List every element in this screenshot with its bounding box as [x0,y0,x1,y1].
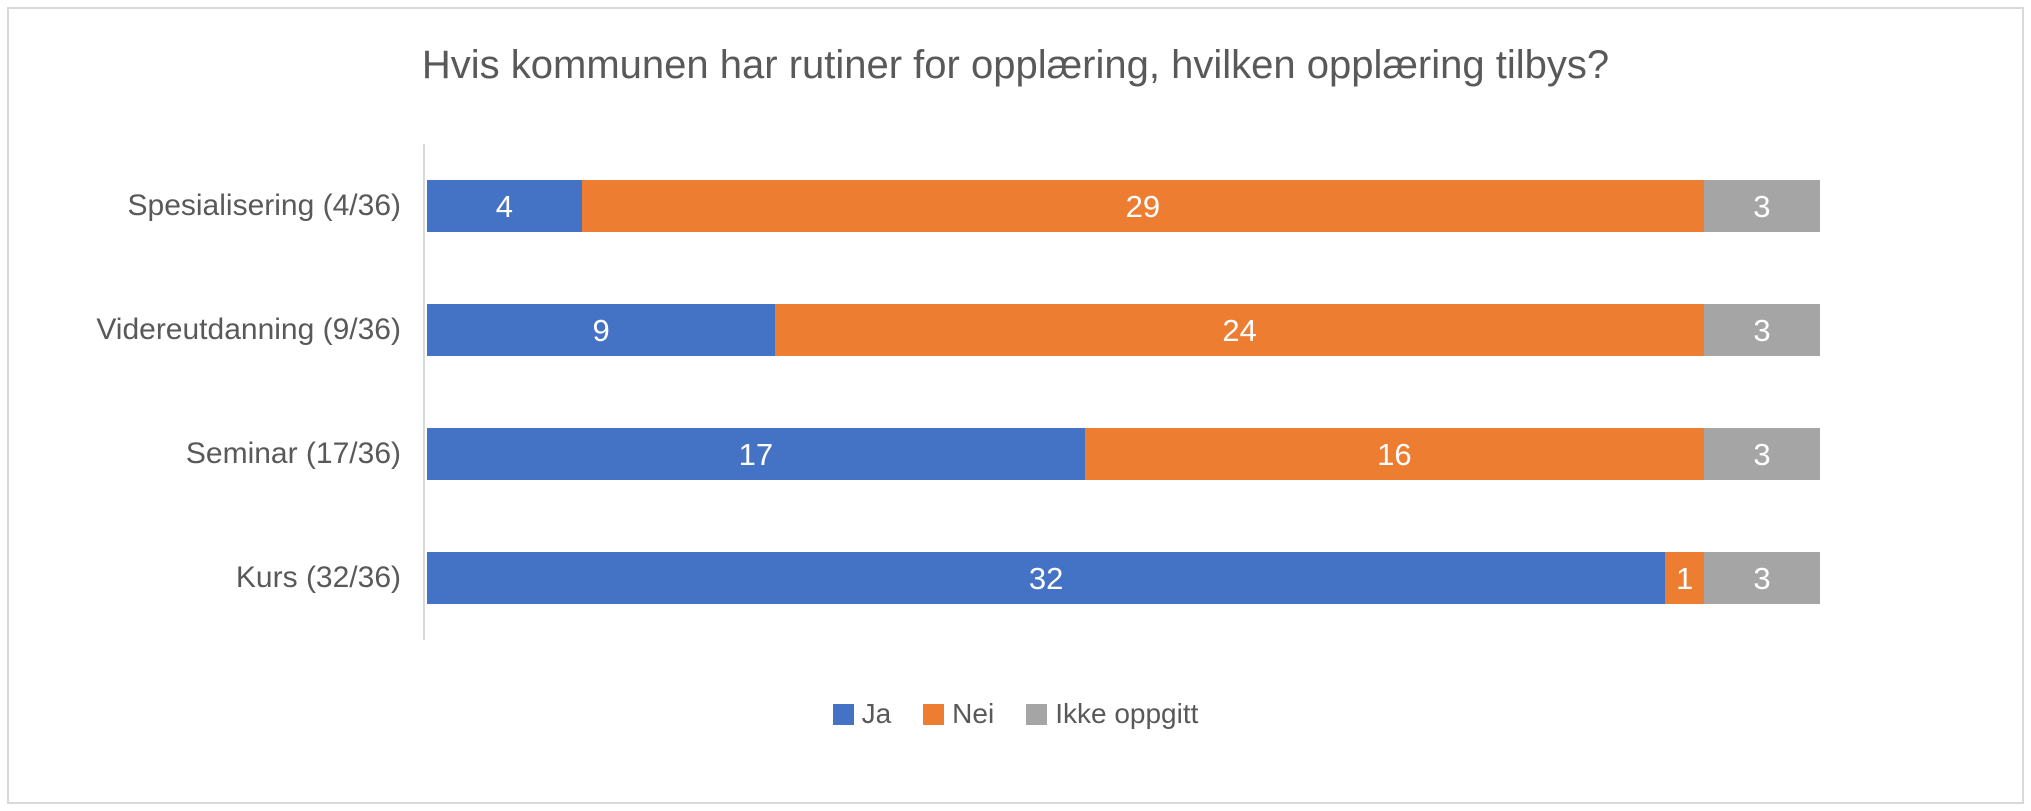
category-label: Videreutdanning (9/36) [96,313,401,346]
bar-segment-ja: 4 [427,180,582,232]
data-label: 3 [1753,560,1771,596]
y-axis-line [423,144,425,640]
bar-segment-ikke-oppgitt: 3 [1703,304,1820,356]
chart-row: Kurs (32/36) 32 1 3 [9,516,2022,640]
data-label: 9 [592,312,610,348]
data-label: 3 [1753,436,1771,472]
legend-label: Ikke oppgitt [1055,698,1199,729]
bar-segment-ikke-oppgitt: 3 [1703,180,1820,232]
bar-segment-ja: 32 [427,552,1666,604]
bar-track: 9 24 3 [427,304,1820,356]
plot-area: Spesialisering (4/36) 4 29 3 Videreutdanning… [9,144,2022,640]
chart-title: Hvis kommunen har rutiner for opplæring,… [421,43,1610,87]
bar-segment-ikke-oppgitt: 3 [1703,428,1820,480]
data-label: 3 [1753,188,1771,224]
legend-swatch-ikke-oppgitt [1026,703,1048,725]
category-label: Kurs (32/36) [235,561,401,594]
legend: Ja Nei Ikke oppgitt [9,698,2022,730]
bar-segment-nei: 1 [1665,552,1704,604]
bar-segment-ja: 17 [427,428,1085,480]
bar-track: 17 16 3 [427,428,1820,480]
bar-segment-nei: 24 [775,304,1704,356]
legend-label: Nei [952,698,995,729]
bar-track: 4 29 3 [427,180,1820,232]
data-label: 32 [1028,560,1064,596]
legend-swatch-nei [923,703,945,725]
bar-stack: 4 29 3 [427,180,1820,232]
bar-segment-ikke-oppgitt: 3 [1703,552,1820,604]
data-label: 3 [1753,312,1771,348]
bar-stack: 9 24 3 [427,304,1820,356]
bar-stack: 17 16 3 [427,428,1820,480]
legend-item-ikke-oppgitt: Ikke oppgitt [1026,698,1198,730]
chart-container: Hvis kommunen har rutiner for opplæring,… [7,7,2024,804]
legend-item-nei: Nei [923,698,994,730]
chart-row: Videreutdanning (9/36) 9 24 3 [9,268,2022,392]
data-label: 17 [738,436,774,472]
legend-label: Ja [861,698,892,729]
bar-stack: 32 1 3 [427,552,1820,604]
bar-segment-nei: 16 [1084,428,1704,480]
data-label: 24 [1222,312,1257,348]
data-label: 29 [1125,188,1161,224]
data-label: 16 [1377,436,1412,472]
data-label: 1 [1675,560,1694,596]
data-label: 4 [495,188,513,224]
category-label: Seminar (17/36) [185,437,401,470]
chart-row: Spesialisering (4/36) 4 29 3 [9,144,2022,268]
legend-item-ja: Ja [832,698,892,730]
bar-segment-ja: 9 [427,304,776,356]
bar-segment-nei: 29 [581,180,1704,232]
chart-row: Seminar (17/36) 17 16 3 [9,392,2022,516]
legend-swatch-ja [832,703,854,725]
category-label: Spesialisering (4/36) [127,189,401,222]
bar-track: 32 1 3 [427,552,1820,604]
